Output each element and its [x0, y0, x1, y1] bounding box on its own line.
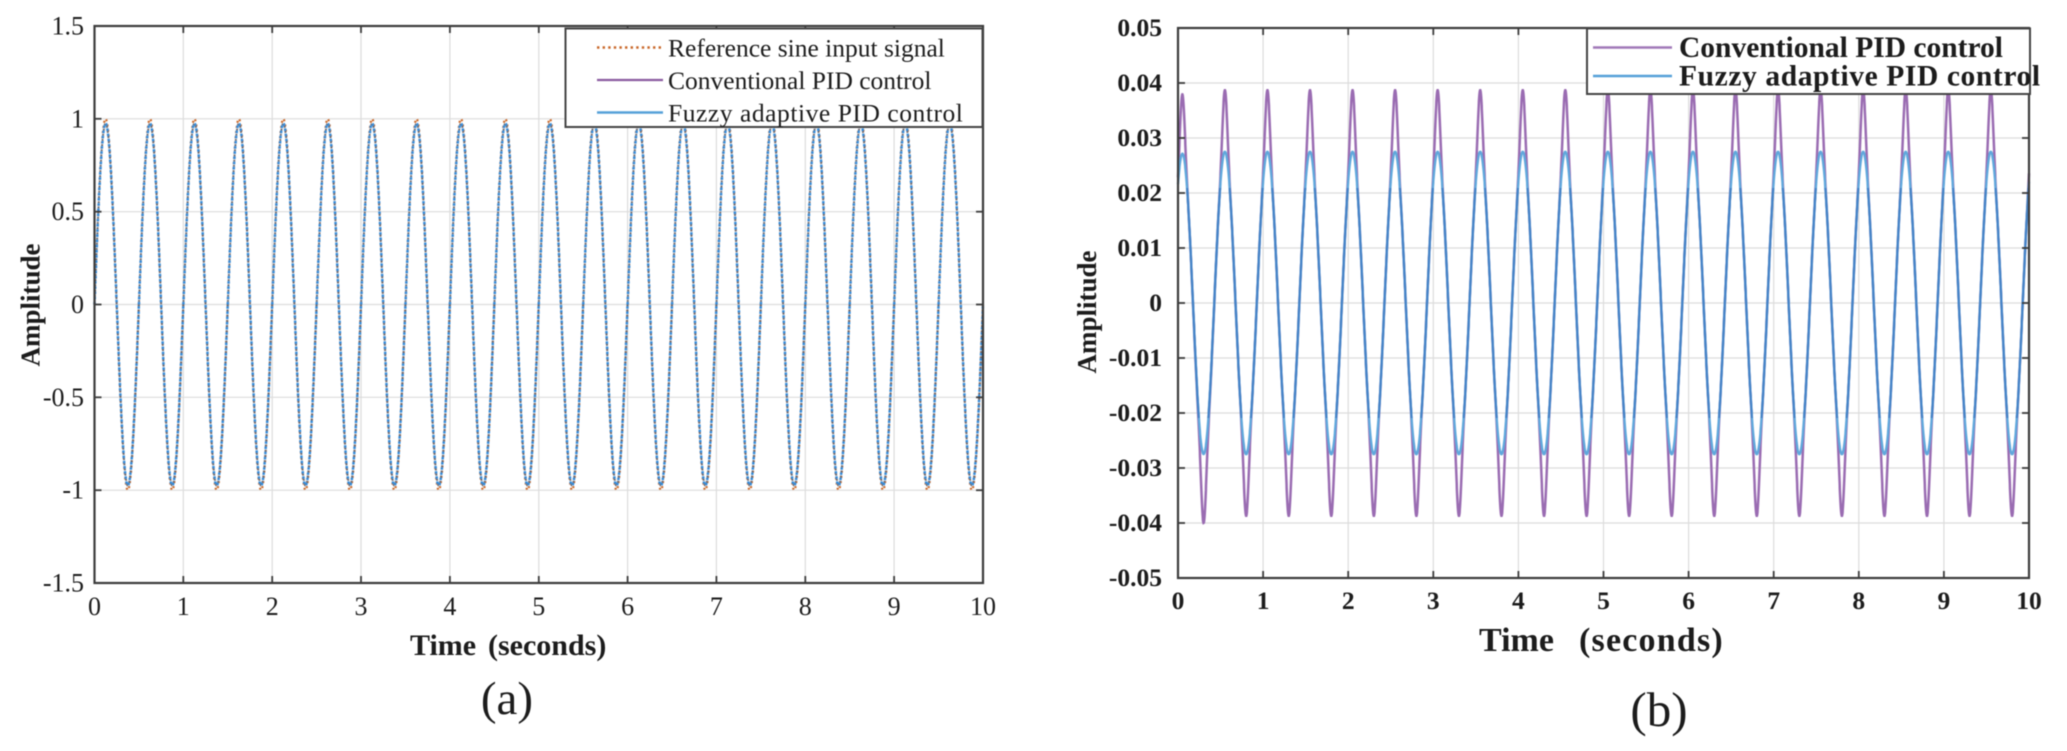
svg-text:0: 0 [88, 592, 101, 621]
svg-text:Conventional PID control: Conventional PID control [668, 66, 931, 95]
svg-text:(seconds): (seconds) [1579, 622, 1724, 659]
svg-text:Reference sine input signal: Reference sine input signal [668, 34, 945, 63]
svg-text:0: 0 [71, 290, 84, 319]
svg-text:3: 3 [355, 592, 368, 621]
svg-text:Fuzzy adaptive PID control: Fuzzy adaptive PID control [1679, 61, 2041, 93]
svg-text:4: 4 [1512, 586, 1525, 615]
svg-text:(a): (a) [481, 673, 533, 725]
svg-text:10: 10 [970, 592, 996, 621]
svg-text:0.02: 0.02 [1117, 178, 1162, 207]
svg-text:9: 9 [888, 592, 901, 621]
svg-text:1: 1 [71, 104, 84, 133]
svg-text:Conventional PID control: Conventional PID control [1679, 32, 2003, 64]
svg-text:Amplitude: Amplitude [1072, 250, 1102, 373]
svg-text:0: 0 [1172, 586, 1185, 615]
svg-text:4: 4 [443, 592, 456, 621]
svg-text:5: 5 [1597, 586, 1610, 615]
svg-text:Amplitude: Amplitude [16, 243, 46, 366]
svg-text:-0.02: -0.02 [1109, 398, 1162, 427]
svg-text:0.01: 0.01 [1117, 233, 1162, 262]
svg-text:8: 8 [799, 592, 812, 621]
svg-text:2: 2 [1342, 586, 1355, 615]
svg-text:7: 7 [1767, 586, 1780, 615]
svg-text:(seconds): (seconds) [488, 629, 606, 662]
svg-text:-0.5: -0.5 [43, 383, 84, 412]
svg-text:-1: -1 [62, 476, 84, 505]
svg-text:7: 7 [710, 592, 723, 621]
svg-text:1: 1 [1257, 586, 1270, 615]
svg-text:-0.03: -0.03 [1109, 453, 1162, 482]
svg-text:2: 2 [266, 592, 279, 621]
svg-text:(b): (b) [1630, 682, 1687, 737]
svg-text:-0.05: -0.05 [1109, 563, 1162, 592]
svg-text:8: 8 [1852, 586, 1865, 615]
svg-text:0: 0 [1149, 288, 1162, 317]
svg-text:0.03: 0.03 [1117, 123, 1162, 152]
svg-text:0.5: 0.5 [52, 197, 85, 226]
svg-text:3: 3 [1427, 586, 1440, 615]
svg-text:1.5: 1.5 [52, 12, 85, 41]
svg-text:6: 6 [1682, 586, 1695, 615]
svg-text:1: 1 [177, 592, 190, 621]
svg-text:5: 5 [532, 592, 545, 621]
svg-text:10: 10 [2016, 586, 2042, 615]
svg-text:Fuzzy adaptive PID control: Fuzzy adaptive PID control [668, 99, 963, 128]
svg-text:Time: Time [1479, 622, 1554, 659]
svg-text:-1.5: -1.5 [43, 569, 84, 598]
svg-text:-0.04: -0.04 [1109, 508, 1162, 537]
svg-text:0.04: 0.04 [1117, 68, 1162, 97]
svg-text:0.05: 0.05 [1117, 13, 1162, 42]
svg-text:6: 6 [621, 592, 634, 621]
svg-text:9: 9 [1938, 586, 1951, 615]
svg-text:Time: Time [410, 629, 476, 662]
svg-text:-0.01: -0.01 [1109, 343, 1162, 372]
